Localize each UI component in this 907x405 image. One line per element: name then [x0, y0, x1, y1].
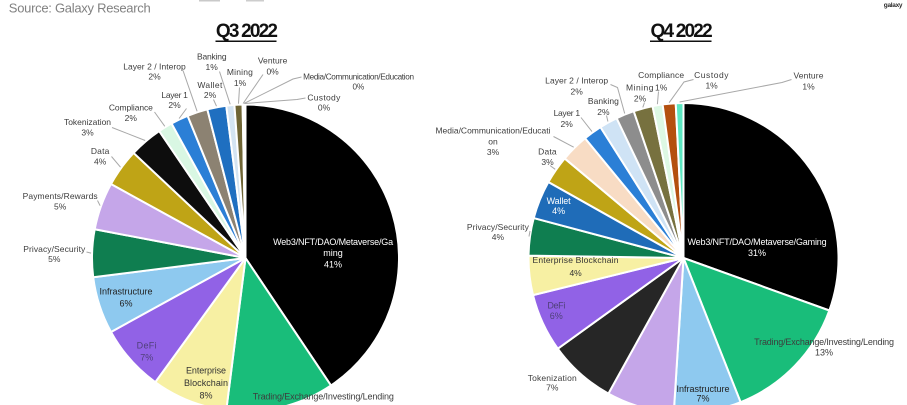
svg-text:Wallet: Wallet	[197, 80, 223, 90]
svg-text:Privacy/Security: Privacy/Security	[23, 244, 86, 254]
svg-text:on: on	[488, 136, 498, 146]
svg-text:Venture: Venture	[793, 70, 823, 80]
svg-text:0%: 0%	[266, 67, 279, 77]
svg-text:Enterprise: Enterprise	[186, 366, 226, 376]
svg-text:Layer 2 / Interop: Layer 2 / Interop	[545, 75, 608, 85]
svg-text:5%: 5%	[48, 254, 61, 264]
svg-text:Media/Communication/Educati: Media/Communication/Educati	[435, 126, 550, 136]
svg-text:1%: 1%	[802, 82, 815, 92]
svg-text:1%: 1%	[206, 62, 219, 72]
svg-text:Data: Data	[538, 146, 557, 156]
svg-text:Privacy/Security: Privacy/Security	[467, 222, 530, 232]
svg-text:Infrastructure: Infrastructure	[99, 286, 152, 296]
svg-text:3%: 3%	[541, 157, 554, 167]
svg-text:Infrastructure: Infrastructure	[676, 384, 729, 394]
svg-text:Layer 1: Layer 1	[161, 90, 188, 100]
svg-text:ming: ming	[323, 248, 343, 258]
svg-text:Media/Communication/Education: Media/Communication/Education	[303, 72, 414, 81]
svg-text:3%: 3%	[487, 147, 500, 157]
svg-text:1%: 1%	[705, 80, 718, 90]
svg-text:1%: 1%	[655, 82, 668, 92]
svg-text:Venture: Venture	[258, 56, 288, 66]
svg-text:4%: 4%	[569, 268, 582, 278]
svg-text:6%: 6%	[119, 298, 132, 308]
svg-text:13%: 13%	[815, 347, 833, 357]
svg-text:6%: 6%	[550, 311, 563, 321]
svg-text:2%: 2%	[125, 113, 138, 123]
svg-text:4%: 4%	[552, 206, 565, 216]
svg-text:2%: 2%	[571, 86, 584, 96]
svg-text:2%: 2%	[597, 107, 610, 117]
svg-text:2%: 2%	[634, 93, 647, 103]
svg-text:Blockchain: Blockchain	[184, 378, 228, 388]
svg-text:Web3/NFT/DAO/Metaverse/Gaming: Web3/NFT/DAO/Metaverse/Gaming	[688, 237, 827, 247]
svg-text:2%: 2%	[561, 119, 574, 129]
svg-text:3%: 3%	[81, 128, 94, 138]
svg-text:Enterprise Blockchain: Enterprise Blockchain	[532, 255, 618, 265]
svg-text:7%: 7%	[546, 383, 559, 393]
svg-text:Mining: Mining	[626, 82, 654, 92]
svg-text:Trading/Exchange/Investing/Len: Trading/Exchange/Investing/Lending	[253, 392, 394, 402]
svg-text:Q3 2022: Q3 2022	[216, 21, 278, 42]
svg-text:4%: 4%	[492, 232, 505, 242]
svg-text:31%: 31%	[748, 248, 766, 258]
svg-text:Layer 2 / Interop: Layer 2 / Interop	[123, 61, 186, 71]
svg-text:0%: 0%	[318, 103, 331, 113]
svg-text:Compliance: Compliance	[638, 70, 684, 80]
svg-text:5%: 5%	[54, 202, 67, 212]
svg-text:galaxy: galaxy	[884, 2, 903, 9]
svg-text:7%: 7%	[696, 394, 709, 404]
svg-text:Compliance: Compliance	[109, 103, 153, 113]
svg-text:Banking: Banking	[588, 96, 619, 106]
svg-text:Source: Galaxy Research: Source: Galaxy Research	[9, 1, 151, 16]
svg-text:Q4 2022: Q4 2022	[651, 21, 713, 42]
svg-text:Banking: Banking	[197, 51, 227, 61]
svg-text:Layer 1: Layer 1	[554, 108, 581, 118]
svg-text:Web3/NFT/DAO/Metaverse/Ga: Web3/NFT/DAO/Metaverse/Ga	[273, 237, 393, 247]
svg-text:41%: 41%	[324, 259, 342, 269]
svg-text:Trading/Exchange/Investing/Len: Trading/Exchange/Investing/Lending	[754, 337, 894, 347]
svg-text:1%: 1%	[234, 78, 247, 88]
svg-text:4%: 4%	[94, 157, 107, 167]
svg-text:2%: 2%	[204, 90, 217, 100]
svg-text:0%: 0%	[352, 83, 364, 92]
svg-text:2%: 2%	[148, 71, 161, 81]
svg-text:DeFi: DeFi	[547, 300, 565, 310]
svg-text:Data: Data	[91, 146, 110, 156]
svg-text:2%: 2%	[168, 100, 181, 110]
svg-text:Payments/Rewards: Payments/Rewards	[23, 191, 98, 201]
svg-text:Tokenization: Tokenization	[64, 117, 111, 127]
svg-text:DeFi: DeFi	[137, 341, 157, 351]
svg-text:Wallet: Wallet	[547, 196, 572, 206]
svg-text:7%: 7%	[140, 353, 153, 363]
svg-text:8%: 8%	[199, 390, 212, 400]
svg-text:Custody: Custody	[307, 93, 341, 103]
svg-text:Tokenization: Tokenization	[528, 373, 577, 383]
svg-text:Custody: Custody	[694, 70, 729, 80]
svg-text:Mining: Mining	[227, 67, 253, 77]
